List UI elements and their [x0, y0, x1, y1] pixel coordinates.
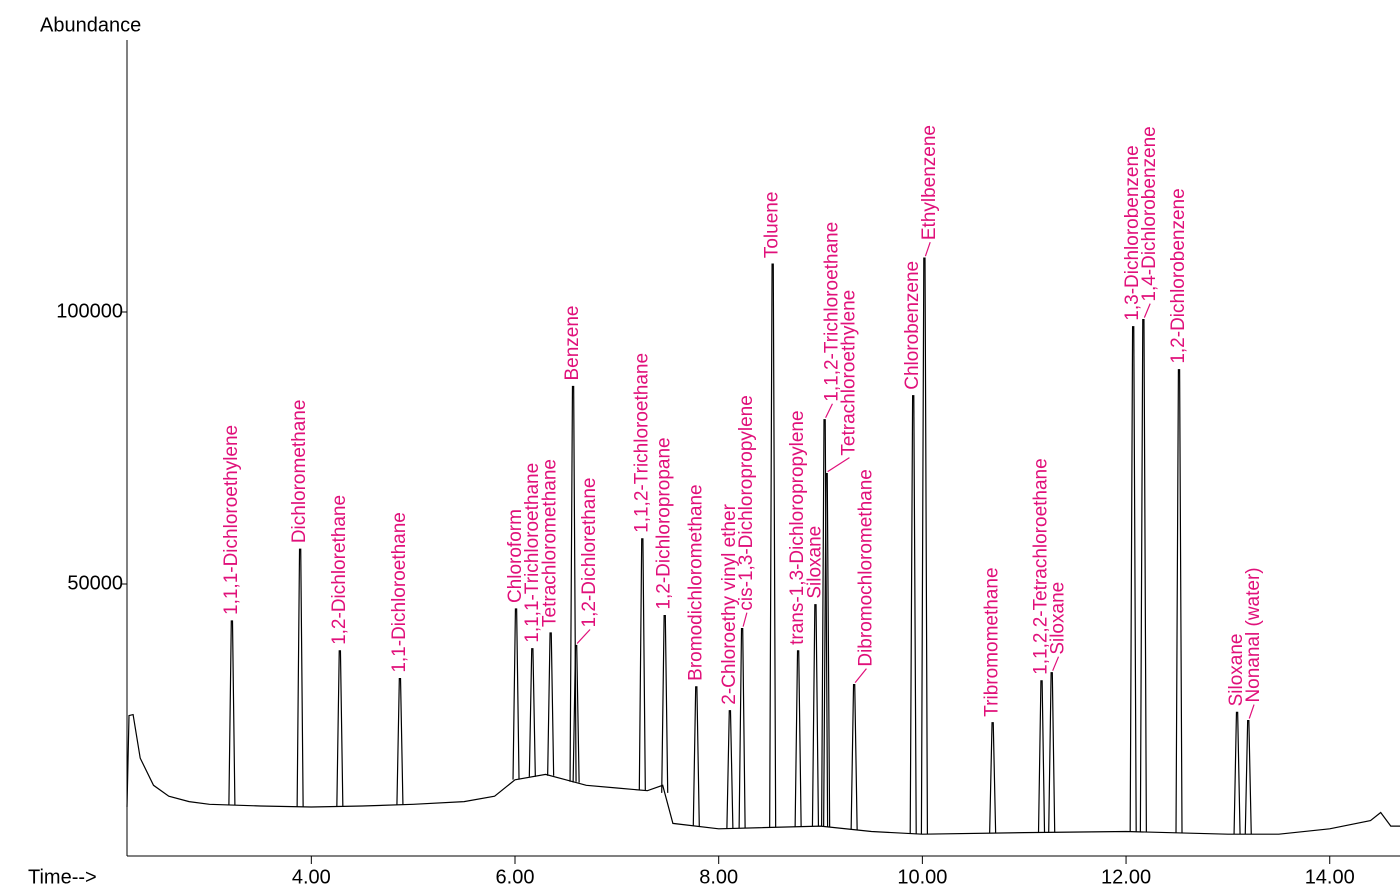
- peak: [738, 628, 746, 829]
- x-axis-label: Time-->: [28, 866, 97, 888]
- leader-line: [827, 457, 850, 473]
- peak-label: 1,1,1-Dichloroethylene: [221, 425, 242, 615]
- baseline-trace: [126, 713, 1400, 835]
- peak: [769, 263, 777, 828]
- peak: [547, 632, 555, 776]
- leader-line: [924, 241, 931, 257]
- leader-line: [854, 668, 867, 684]
- x-tick-label: 6.00: [496, 866, 535, 888]
- leader-line: [825, 403, 833, 418]
- y-tick-label: 50000: [67, 572, 123, 594]
- peak-label: 1,2-Dichloropropane: [654, 437, 675, 609]
- peak: [823, 472, 831, 827]
- peak-label: 1,2-Dichlorethane: [329, 495, 350, 645]
- peak: [811, 604, 820, 827]
- peak: [512, 608, 520, 780]
- peak-label: 1,3-Dichlorobenzene: [1122, 145, 1143, 320]
- peak-label: Dichloromethane: [289, 400, 310, 544]
- leader-line: [1143, 303, 1151, 318]
- peak: [228, 620, 236, 806]
- x-tick-label: 8.00: [699, 866, 738, 888]
- peak-label: Siloxane: [1048, 582, 1069, 655]
- peak: [572, 644, 580, 783]
- peak-label: Chlorobenzene: [902, 261, 923, 390]
- leader-line: [1248, 704, 1255, 719]
- peak: [920, 257, 929, 835]
- peak-label: 1,1,2,2-Tetrachloroethane: [1031, 458, 1052, 675]
- peak: [296, 548, 304, 807]
- x-tick-label: 14.00: [1305, 866, 1355, 888]
- leader-line: [742, 612, 748, 627]
- peak: [821, 419, 829, 827]
- peak: [989, 722, 997, 834]
- peak-label: cis-1,3-Dichloropropylene: [736, 395, 757, 610]
- peak-label: Tetrachloromethane: [540, 459, 561, 627]
- peak: [661, 614, 669, 793]
- peak-label: 1,4-Dichlorobenzene: [1139, 126, 1160, 301]
- peak: [528, 648, 536, 777]
- peak-label: Nonanal (water): [1243, 567, 1264, 702]
- peak: [1037, 680, 1046, 833]
- peak: [1139, 319, 1147, 832]
- peak-label: 1,2-Dichlorethane: [579, 477, 600, 627]
- peak-label: Chloroform: [505, 509, 526, 603]
- peak-label: Siloxane: [804, 526, 825, 599]
- peak: [569, 385, 577, 782]
- peak-label: Dibromochloromethane: [855, 469, 876, 667]
- peak: [1048, 672, 1056, 833]
- peak: [850, 684, 858, 830]
- peak: [1129, 326, 1137, 832]
- peak-label: 1,1,2-Trichloroethane: [631, 353, 652, 533]
- peak: [1233, 711, 1241, 835]
- peak: [638, 538, 646, 791]
- y-tick-label: 100000: [56, 300, 123, 322]
- peak: [909, 395, 917, 834]
- peak-label: 1,2-Dichlorobenzene: [1168, 188, 1189, 363]
- peak-label: Siloxane: [1226, 633, 1247, 706]
- peak-label: 2-Chloroethy vinyl ether: [719, 503, 740, 704]
- peak-label: Tribromomethane: [982, 567, 1003, 716]
- x-tick-label: 4.00: [292, 866, 331, 888]
- y-axis-label: Abundance: [40, 14, 141, 36]
- x-tick-label: 12.00: [1101, 866, 1151, 888]
- peak: [726, 710, 734, 829]
- peak-label: 1,1,2-Trichloroethane: [821, 222, 842, 402]
- peak: [336, 650, 344, 807]
- peak: [1175, 369, 1183, 833]
- peak-label: Tetrachloroethylene: [838, 290, 859, 456]
- peak-label: Bromodichloromethane: [685, 484, 706, 680]
- leader-line: [1052, 656, 1060, 671]
- peak-label: 1,1-Dichloroethane: [389, 512, 410, 673]
- peak-label: trans-1,3-Dichloropropylene: [787, 410, 808, 644]
- peak: [1244, 719, 1252, 835]
- peak-label: Ethylbenzene: [919, 125, 940, 240]
- peak: [794, 650, 802, 827]
- leader-line: [576, 629, 591, 644]
- x-tick-label: 10.00: [897, 866, 947, 888]
- peak-label: Toluene: [762, 192, 783, 259]
- peak: [396, 678, 404, 805]
- peak: [692, 686, 700, 827]
- peak-label: Benzene: [562, 306, 583, 381]
- peak-label: 1,1,1-Trichloroethane: [522, 463, 543, 643]
